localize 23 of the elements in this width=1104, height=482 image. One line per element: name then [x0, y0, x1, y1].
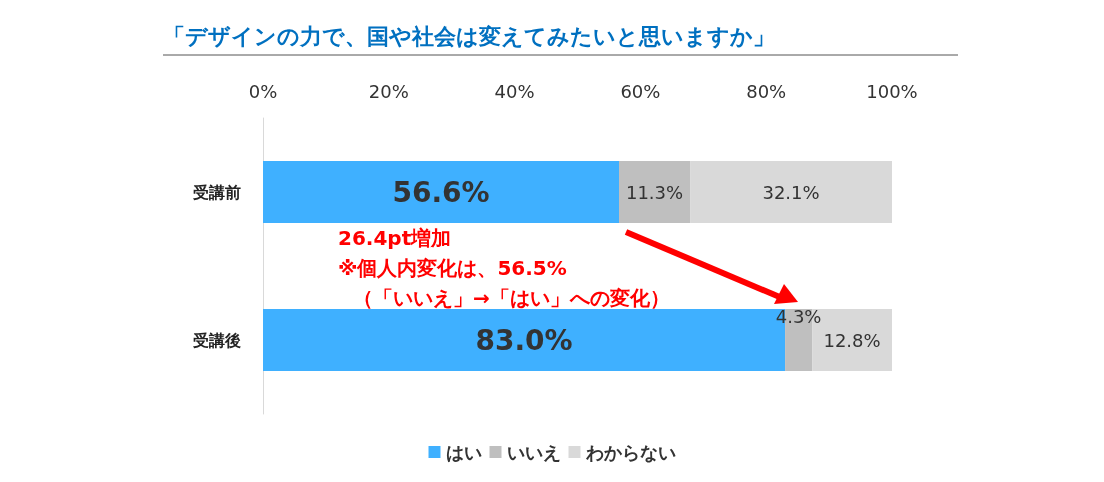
y-tick-label: 受講後: [192, 330, 241, 350]
chart-title: 「デザインの力で、国や社会は変えてみたいと思いますか」: [163, 23, 775, 49]
y-tick-label: 受講前: [192, 182, 241, 202]
legend-label: いいえ: [506, 441, 561, 463]
x-tick-label: 20%: [368, 80, 409, 102]
bar: [263, 161, 620, 223]
data-label: 32.1%: [762, 181, 820, 203]
bar: [619, 161, 691, 223]
data-label: 12.8%: [823, 329, 881, 351]
x-tick-label: 100%: [866, 80, 918, 102]
x-tick-label: 0%: [248, 80, 278, 102]
annotation: ※個人内変化は、56.5%: [338, 256, 567, 280]
data-label: 83.0%: [475, 323, 573, 357]
legend-label: はい: [445, 441, 482, 463]
x-tick-label: 40%: [494, 80, 535, 102]
annotation: 26.4pt増加: [338, 226, 452, 250]
legend-label: わからない: [584, 441, 676, 463]
data-label: 11.3%: [625, 181, 684, 203]
bar: [690, 161, 892, 223]
x-tick-label: 60%: [620, 80, 661, 102]
x-tick-label: 80%: [746, 80, 787, 102]
data-label: 56.6%: [392, 175, 490, 209]
annotation: （「いいえ」→「はい」への変化）: [353, 286, 670, 310]
